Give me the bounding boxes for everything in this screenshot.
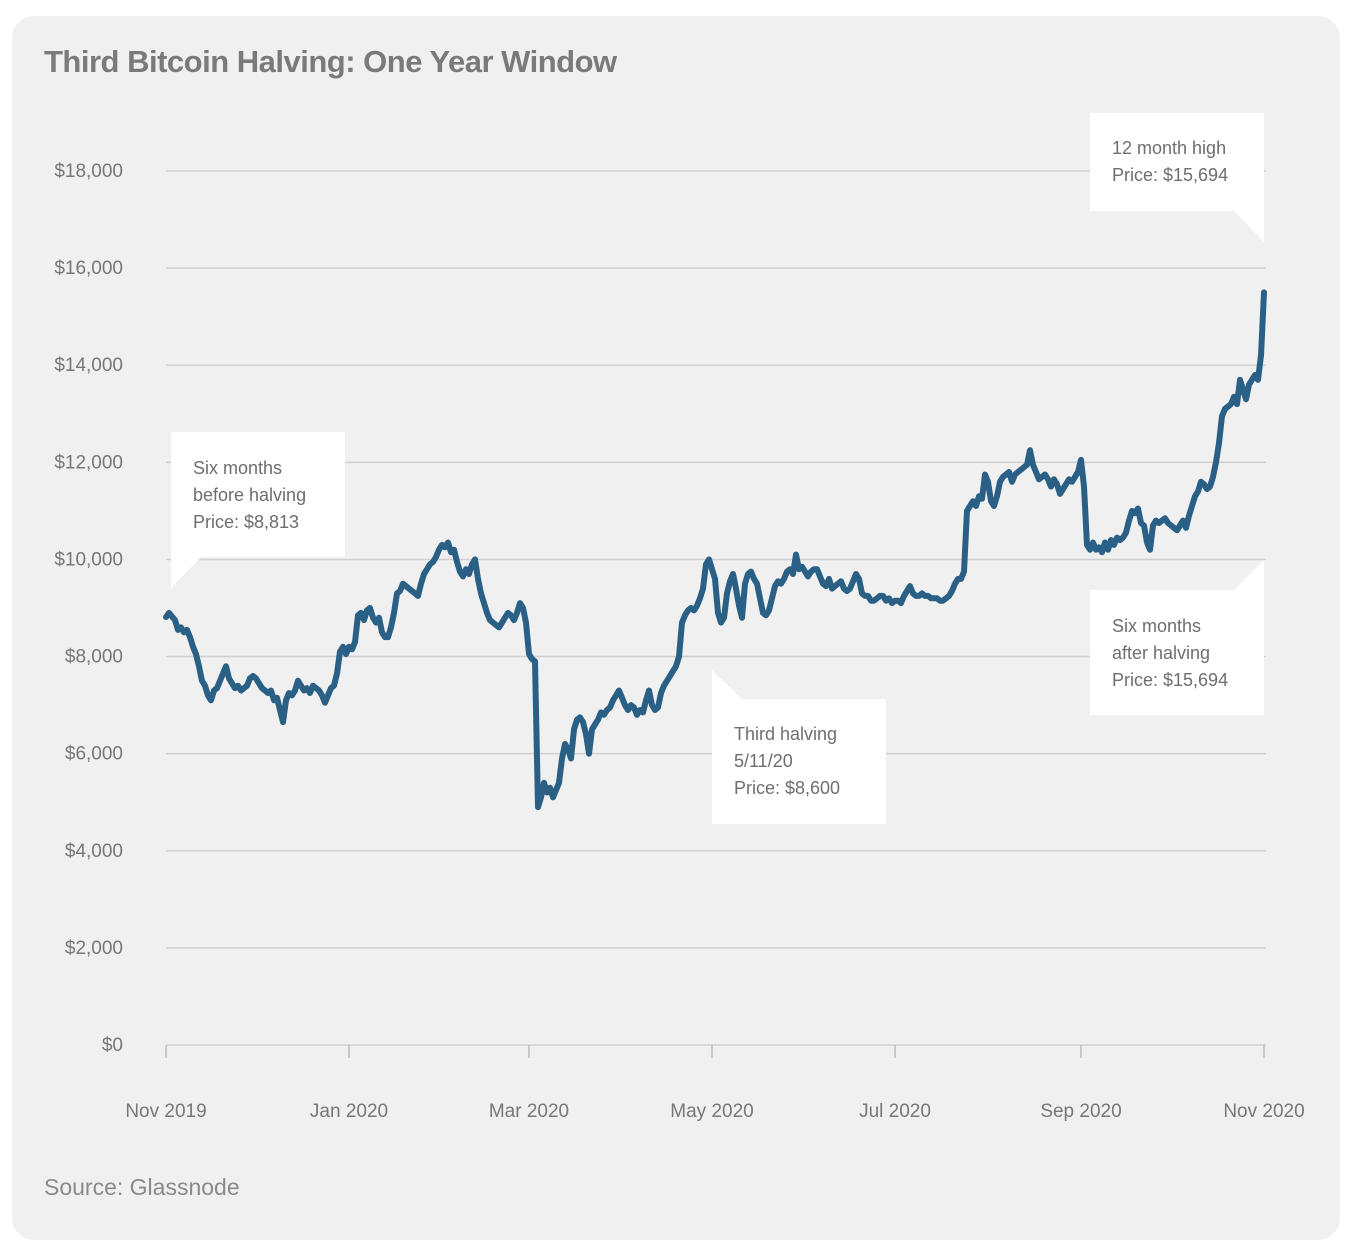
x-tick-label: May 2020 bbox=[670, 1101, 753, 1122]
x-tick-label: Nov 2019 bbox=[125, 1101, 206, 1122]
callout-six-months-after-line-2: after halving bbox=[1112, 643, 1210, 663]
callout-six-months-after: Six months after halving Price: $15,694 bbox=[1090, 560, 1264, 715]
annotations: Six months before halving Price: $8,813 … bbox=[171, 113, 1264, 824]
y-tick-label: $18,000 bbox=[54, 161, 123, 182]
callout-six-months-before-line-1: Six months bbox=[193, 458, 282, 478]
price-series-line bbox=[163, 289, 1267, 811]
y-tick-label: $8,000 bbox=[65, 647, 123, 668]
y-tick-label: $16,000 bbox=[54, 258, 123, 279]
y-tick-label: $10,000 bbox=[54, 549, 123, 570]
source-note: Source: Glassnode bbox=[44, 1174, 240, 1200]
callout-third-halving-line-1: Third halving bbox=[734, 724, 837, 744]
callout-twelve-month-high: 12 month high Price: $15,694 bbox=[1090, 113, 1264, 242]
y-tick-label: $6,000 bbox=[65, 744, 123, 765]
callout-twelve-month-high-line-1: 12 month high bbox=[1112, 138, 1226, 158]
callout-six-months-after-box bbox=[1090, 560, 1264, 715]
callout-six-months-after-line-1: Six months bbox=[1112, 616, 1201, 636]
x-tick-label: Jul 2020 bbox=[859, 1101, 931, 1122]
x-tick-label: Mar 2020 bbox=[489, 1101, 569, 1122]
x-tick-label: Jan 2020 bbox=[310, 1101, 388, 1122]
x-tick-label: Nov 2020 bbox=[1223, 1101, 1304, 1122]
y-tick-label: $12,000 bbox=[54, 452, 123, 473]
callout-six-months-after-line-3: Price: $15,694 bbox=[1112, 670, 1228, 690]
y-axis: $0 $2,000 $4,000 $6,000 $8,000 $10,000 $12,000… bbox=[54, 161, 123, 1056]
x-axis: Nov 2019 Jan 2020 Mar 2020 May 2020 Jul 2020… bbox=[125, 1045, 1305, 1122]
y-tick-label: $4,000 bbox=[65, 841, 123, 862]
y-tick-label: $14,000 bbox=[54, 355, 123, 376]
callout-third-halving-line-3: Price: $8,600 bbox=[734, 778, 840, 798]
callout-six-months-before: Six months before halving Price: $8,813 bbox=[171, 432, 345, 588]
chart-title: Third Bitcoin Halving: One Year Window bbox=[44, 44, 617, 79]
callout-third-halving-box bbox=[712, 670, 886, 824]
callout-six-months-before-box bbox=[171, 432, 345, 588]
y-tick-label: $2,000 bbox=[65, 938, 123, 959]
y-tick-label: $0 bbox=[102, 1035, 123, 1056]
callout-six-months-before-line-3: Price: $8,813 bbox=[193, 512, 299, 532]
callout-twelve-month-high-line-2: Price: $15,694 bbox=[1112, 165, 1228, 185]
callout-six-months-before-line-2: before halving bbox=[193, 485, 306, 505]
callout-third-halving: Third halving 5/11/20 Price: $8,600 bbox=[712, 670, 886, 824]
x-tick-label: Sep 2020 bbox=[1040, 1101, 1121, 1122]
callout-twelve-month-high-box bbox=[1090, 113, 1264, 242]
callout-third-halving-line-2: 5/11/20 bbox=[734, 751, 793, 771]
